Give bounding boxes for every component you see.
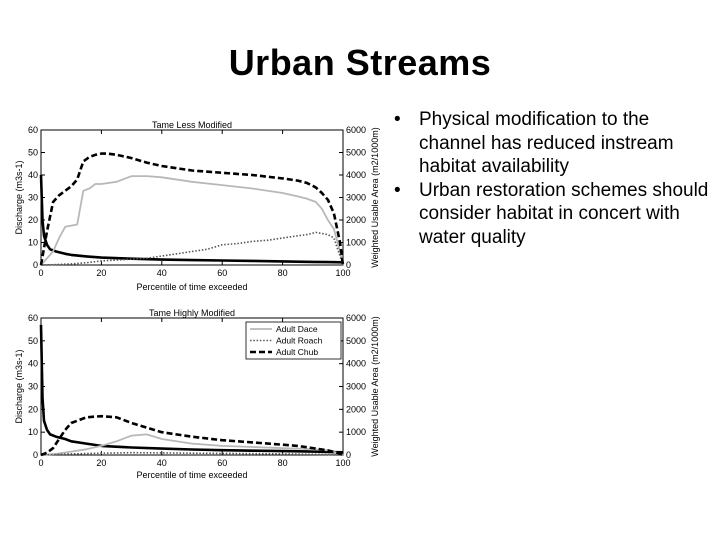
x-axis-label-bottom: Percentile of time exceeded [136, 470, 247, 480]
plot-frame-top [40, 129, 344, 266]
y-axis-label-top: Discharge (m3s-1) [14, 160, 24, 234]
bullet-item: • Physical modification to the channel ha… [392, 108, 717, 179]
y-tick-label: 60 [28, 125, 38, 135]
y-tick-label: 30 [28, 382, 38, 392]
y-tick-label: 20 [28, 215, 38, 225]
y2-tick-label: 3000 [346, 193, 366, 203]
bullet-dot: • [394, 179, 401, 201]
series-line-adult-dace [40, 175, 344, 266]
y2-tick-label: 3000 [346, 382, 366, 392]
chart-title-bottom: Tame Highly Modified [149, 308, 235, 318]
x-tick-label: 40 [157, 458, 167, 468]
y2-tick-label: 1000 [346, 427, 366, 437]
y-tick-label: 40 [28, 170, 38, 180]
y2-tick-label: 4000 [346, 359, 366, 369]
x-tick-label: 80 [278, 268, 288, 278]
x-tick-label: 20 [96, 458, 106, 468]
y2-tick-label: 4000 [346, 170, 366, 180]
y2-tick-label: 5000 [346, 148, 366, 158]
y-tick-label: 30 [28, 193, 38, 203]
legend-label: Adult Chub [276, 347, 318, 357]
y2-tick-label: 2000 [346, 215, 366, 225]
x-tick-label: 0 [38, 458, 43, 468]
y2-tick-label: 0 [346, 260, 351, 270]
bullet-list: • Physical modification to the channel ha… [392, 108, 717, 249]
y2-axis-label-bottom: Weighted Usable Area (m2/1000m) [370, 316, 380, 456]
y-tick-label: 50 [28, 336, 38, 346]
series-line-adult-roach [40, 451, 344, 456]
bullet-text: Urban restoration schemes should conside… [419, 179, 709, 248]
x-tick-label: 40 [157, 268, 167, 278]
slide-title: Urban Streams [228, 42, 492, 83]
y2-tick-label: 6000 [346, 125, 366, 135]
series-line-adult-chub [40, 414, 344, 457]
y2-tick-label: 0 [346, 450, 351, 460]
y-tick-label: 20 [28, 404, 38, 414]
y-tick-label: 10 [28, 238, 38, 248]
x-tick-label: 100 [335, 268, 350, 278]
x-tick-label: 60 [217, 268, 227, 278]
y2-axis-label-top: Weighted Usable Area (m2/1000m) [370, 127, 380, 267]
chart-title-top: Tame Less Modified [152, 120, 232, 130]
y-tick-label: 0 [33, 260, 38, 270]
y-axis-label-bottom: Discharge (m3s-1) [14, 349, 24, 423]
series-line-adult-chub [39, 152, 345, 266]
series-line-discharge [39, 174, 344, 264]
x-tick-label: 100 [335, 458, 350, 468]
bullet-dot: • [394, 109, 401, 130]
x-tick-label: 80 [278, 458, 288, 468]
series-line-adult-roach [40, 231, 344, 266]
x-axis-label-top: Percentile of time exceeded [136, 282, 247, 292]
y2-tick-label: 6000 [346, 313, 366, 323]
y2-tick-label: 5000 [346, 336, 366, 346]
bullet-item: • Urban restoration schemes should consid… [392, 179, 717, 250]
x-tick-label: 20 [96, 268, 106, 278]
y-tick-label: 50 [28, 148, 38, 158]
legend-label: Adult Dace [276, 324, 318, 334]
y2-tick-label: 2000 [346, 404, 366, 414]
y2-tick-label: 1000 [346, 238, 366, 248]
x-tick-label: 60 [217, 458, 227, 468]
legend-label: Adult Roach [276, 336, 323, 346]
y-tick-label: 60 [28, 313, 38, 323]
x-tick-label: 0 [38, 268, 43, 278]
y-tick-label: 40 [28, 359, 38, 369]
y-tick-label: 10 [28, 427, 38, 437]
y-tick-label: 0 [33, 450, 38, 460]
bullet-text: Physical modification to the channel has… [419, 109, 674, 177]
